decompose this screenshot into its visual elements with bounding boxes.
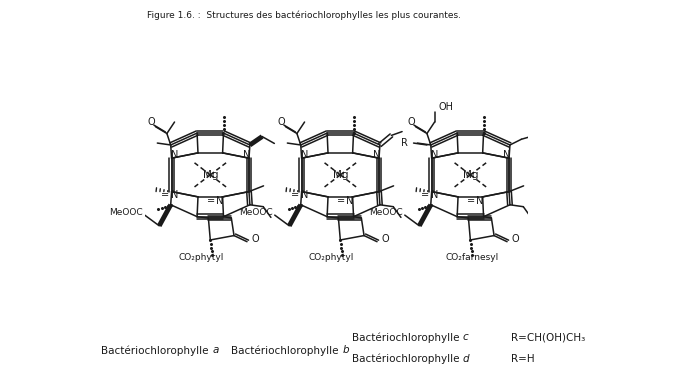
Text: N: N [216, 196, 223, 206]
Text: N: N [243, 150, 250, 160]
Text: Bactériochlorophylle: Bactériochlorophylle [102, 345, 212, 355]
Text: CO₂phytyl: CO₂phytyl [179, 253, 224, 262]
Text: Bactériochlorophylle: Bactériochlorophylle [352, 333, 463, 343]
Text: Mg: Mg [203, 170, 218, 180]
Text: MeOOC: MeOOC [239, 208, 273, 217]
Text: O: O [407, 117, 415, 127]
Text: R: R [401, 138, 408, 148]
Text: CO₂farnesyl: CO₂farnesyl [446, 253, 499, 262]
Text: N: N [170, 150, 178, 160]
Text: =: = [337, 196, 345, 206]
Text: Bactériochlorophylle: Bactériochlorophylle [352, 354, 463, 364]
Text: O: O [382, 234, 389, 244]
Text: Bactériochlorophylle: Bactériochlorophylle [232, 345, 343, 355]
Text: =: = [207, 196, 215, 206]
Text: N: N [431, 191, 438, 201]
Text: N: N [301, 150, 308, 160]
Text: N: N [476, 196, 484, 206]
Text: MeOOC: MeOOC [369, 208, 403, 217]
Text: N: N [301, 191, 308, 201]
Text: O: O [511, 234, 520, 244]
Text: O: O [147, 117, 155, 127]
Text: =: = [291, 191, 299, 201]
Text: R=CH(OH)CH₃: R=CH(OH)CH₃ [511, 333, 585, 343]
Text: N: N [170, 191, 178, 201]
Text: =: = [421, 191, 429, 201]
Text: b: b [343, 345, 349, 355]
Text: N: N [503, 150, 510, 160]
Text: =: = [161, 191, 169, 201]
Text: O: O [252, 234, 259, 244]
Text: N: N [347, 196, 353, 206]
Text: N: N [373, 150, 380, 160]
Text: c: c [463, 333, 468, 343]
Text: Mg: Mg [462, 170, 478, 180]
Text: Figure 1.6. :  Structures des bactériochlorophylles les plus courantes.: Figure 1.6. : Structures des bactériochl… [147, 10, 461, 20]
Text: d: d [463, 354, 469, 364]
Text: CO₂phytyl: CO₂phytyl [309, 253, 355, 262]
Text: Mg: Mg [332, 170, 348, 180]
Text: =: = [467, 196, 475, 206]
Text: MeOOC: MeOOC [109, 208, 143, 217]
Text: R=H: R=H [511, 354, 534, 364]
Text: N: N [431, 150, 438, 160]
Text: OH: OH [438, 102, 454, 112]
Text: O: O [277, 117, 285, 127]
Text: a: a [212, 345, 219, 355]
